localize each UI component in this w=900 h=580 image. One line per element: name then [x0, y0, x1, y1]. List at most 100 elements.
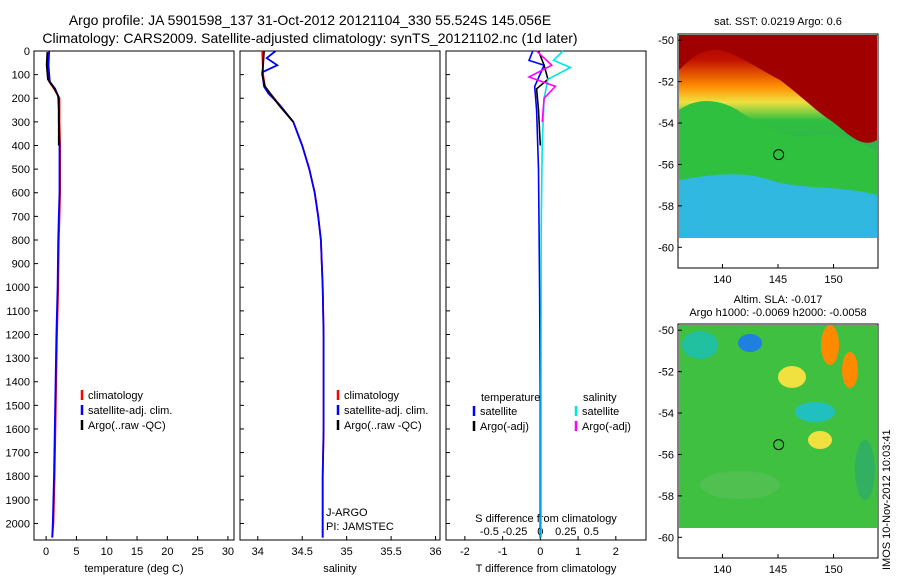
x-tick-label: 20 — [161, 546, 173, 558]
legend-label: Argo(..raw -QC) — [344, 420, 422, 432]
x-tick-label: 0 — [43, 546, 49, 558]
x-tick-label: 34.5 — [292, 546, 313, 558]
x2-axis-label: S difference from climatology — [475, 513, 617, 525]
y-tick-label: 1700 — [6, 448, 30, 460]
map-x-tick-label: 150 — [824, 274, 842, 286]
legend-title: salinity — [583, 392, 617, 404]
sst-cool-region — [679, 174, 877, 238]
map-y-tick-label: -56 — [658, 159, 674, 171]
y-tick-label: 1200 — [6, 329, 30, 341]
legend-label: satellite-adj. clim. — [344, 405, 428, 417]
series-line-1 — [535, 50, 549, 146]
sla-argo-marker — [773, 439, 785, 451]
map-y-tick-label: -60 — [658, 532, 674, 544]
series-line-3 — [527, 50, 557, 122]
temperature-panel: 0 5 10 15 20 25 300100200300400500600700800900… — [6, 46, 235, 575]
sla-map: Altim. SLA: -0.017 Argo h1000: -0.0069 h… — [658, 294, 879, 576]
y-tick-label: 600 — [12, 188, 30, 200]
header-line-2: Climatology: CARS2009. Satellite-adjuste… — [42, 30, 577, 46]
y-tick-label: 100 — [12, 70, 30, 82]
differences-plot-frame — [445, 50, 647, 541]
sla-feature — [682, 331, 718, 359]
salinity-panel: 34 34.5 35 35.5 36 salinity climatology satelli… — [239, 50, 442, 575]
sla-feature — [778, 366, 806, 388]
y-tick-label: 1600 — [6, 424, 30, 436]
x-axis-label: temperature (deg C) — [84, 563, 183, 575]
sla-feature — [700, 471, 780, 499]
sla-feature — [795, 402, 835, 422]
x-axis-label: T difference from climatology — [476, 563, 617, 575]
x-axis-label: salinity — [323, 563, 357, 575]
series-line-2 — [261, 50, 294, 123]
legend-label: climatology — [344, 390, 400, 402]
sla-feature — [821, 325, 839, 365]
y-tick-label: 1500 — [6, 400, 30, 412]
series-line-0 — [527, 50, 546, 538]
annotation-text: PI: JAMSTEC — [326, 521, 394, 533]
y-tick-label: 1400 — [6, 377, 30, 389]
map-y-tick-label: -58 — [658, 201, 674, 213]
x2-tick-label: 0.5 — [584, 526, 599, 538]
temperature-plot-frame — [33, 50, 235, 541]
legend-label: satellite-adj. clim. — [88, 405, 172, 417]
legend-label: satellite — [582, 406, 619, 418]
header-line-1: Argo profile: JA 5901598_137 31-Oct-2012… — [69, 12, 551, 28]
sst-map: sat. SST: 0.0219 Argo: 0.6 140 145 150 -50 -… — [658, 16, 879, 286]
sst-warm-region — [679, 35, 877, 143]
map-y-tick-label: -50 — [658, 325, 674, 337]
y-tick-label: 1300 — [6, 353, 30, 365]
sla-map-subtitle: Argo h1000: -0.0069 h2000: -0.0058 — [689, 307, 866, 319]
sst-map-title: sat. SST: 0.0219 Argo: 0.6 — [714, 16, 842, 28]
y-tick-label: 1100 — [6, 306, 30, 318]
legend-label: Argo(-adj) — [480, 421, 529, 433]
salinity-plot-frame — [239, 50, 441, 541]
y-tick-label: 500 — [12, 164, 30, 176]
map-y-tick-label: -54 — [658, 408, 674, 420]
y-tick-label: 0 — [24, 46, 30, 58]
annotation-text: J-ARGO — [326, 507, 368, 519]
y-tick-label: 700 — [12, 211, 30, 223]
sla-feature — [842, 352, 858, 388]
x2-tick-label: -0.25 — [502, 526, 527, 538]
x-tick-label: 10 — [101, 546, 113, 558]
x-tick-label: 2 — [613, 546, 619, 558]
x-tick-label: 25 — [192, 546, 204, 558]
y-tick-label: 1800 — [6, 471, 30, 483]
sla-feature — [738, 334, 762, 352]
legend-label: Argo(-adj) — [582, 421, 631, 433]
y-tick-label: 300 — [12, 117, 30, 129]
map-y-tick-label: -54 — [658, 118, 674, 130]
legend-label: satellite — [480, 406, 517, 418]
x-tick-label: 1 — [575, 546, 581, 558]
x-tick-label: -1 — [498, 546, 508, 558]
map-x-tick-label: 140 — [713, 564, 731, 576]
map-y-tick-label: -56 — [658, 449, 674, 461]
legend-label: Argo(..raw -QC) — [88, 420, 166, 432]
x-tick-label: 34 — [252, 546, 264, 558]
imos-stamp: IMOS 10-Nov-2012 10:03:41 — [881, 429, 893, 570]
series-line-2 — [45, 52, 60, 146]
y-tick-label: 200 — [12, 93, 30, 105]
x-tick-label: 36 — [429, 546, 441, 558]
map-y-tick-label: -60 — [658, 242, 674, 254]
map-y-tick-label: -52 — [658, 77, 674, 89]
legend-title: temperature — [481, 392, 540, 404]
map-y-tick-label: -52 — [658, 367, 674, 379]
x-tick-label: 35 — [341, 546, 353, 558]
x2-tick-label: -0.5 — [480, 526, 499, 538]
x-tick-label: 30 — [222, 546, 234, 558]
map-x-tick-label: 140 — [713, 274, 731, 286]
x-tick-label: -2 — [460, 546, 470, 558]
map-y-tick-label: -50 — [658, 35, 674, 47]
difference-panel: -2 -1 0 1 2-0.5 -0.25 0 0.25 0.5S difference fro… — [445, 50, 647, 575]
y-tick-label: 400 — [12, 140, 30, 152]
y-tick-label: 2000 — [6, 518, 30, 530]
map-x-tick-label: 145 — [769, 274, 787, 286]
sla-map-title: Altim. SLA: -0.017 — [734, 294, 823, 306]
x2-tick-label: 0.25 — [555, 526, 576, 538]
y-tick-label: 900 — [12, 259, 30, 271]
y-tick-label: 1900 — [6, 495, 30, 507]
legend-label: climatology — [88, 390, 144, 402]
map-y-tick-label: -58 — [658, 491, 674, 503]
